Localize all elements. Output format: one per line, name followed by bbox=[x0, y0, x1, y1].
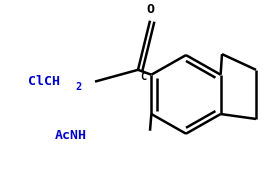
Text: ClCH: ClCH bbox=[28, 75, 60, 88]
Text: C: C bbox=[140, 72, 146, 82]
Text: AcNH: AcNH bbox=[55, 129, 87, 142]
Text: O: O bbox=[146, 3, 154, 16]
Text: 2: 2 bbox=[75, 81, 81, 92]
